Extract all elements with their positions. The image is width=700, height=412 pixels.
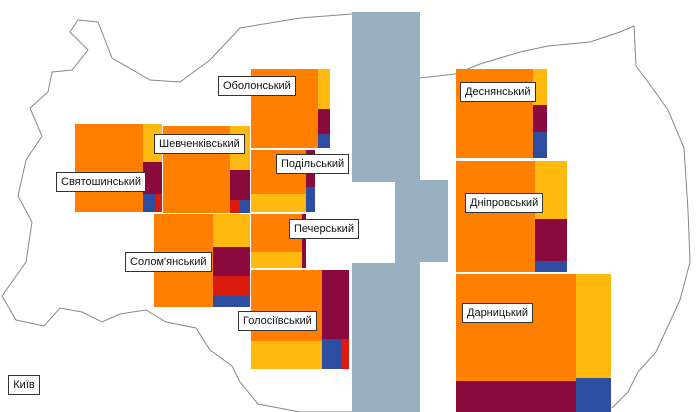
tile-blue bbox=[318, 134, 330, 148]
dnipro-river bbox=[352, 12, 448, 412]
tile-blue bbox=[576, 378, 611, 412]
label-sviatoshynskyi: Святошинський bbox=[56, 172, 147, 192]
tile-blue bbox=[322, 339, 341, 369]
tile-blue bbox=[213, 296, 250, 307]
tile-red bbox=[213, 276, 250, 296]
tile-yellow bbox=[576, 274, 611, 378]
tile-wine bbox=[535, 219, 567, 261]
tile-red bbox=[230, 200, 240, 213]
label-holosiivskyi: Голосіївський bbox=[238, 311, 317, 331]
district-pecherskyi bbox=[251, 214, 306, 268]
city-boundary-east bbox=[419, 25, 691, 409]
tile-wine bbox=[143, 162, 162, 194]
city-boundary-west bbox=[1, 13, 353, 412]
tile-wine bbox=[456, 381, 576, 412]
tile-red bbox=[341, 339, 349, 369]
label-dniprovskyi: Дніпровський bbox=[465, 193, 544, 213]
label-obolonskyi: Оболонський bbox=[218, 76, 296, 96]
tile-orange bbox=[75, 124, 143, 212]
label-solomianskyi: Солом'янський bbox=[125, 252, 212, 272]
tile-yellow bbox=[318, 69, 330, 109]
district-sviatoshynskyi bbox=[75, 124, 162, 212]
tile-yellow bbox=[251, 252, 302, 268]
tile-yellow bbox=[213, 214, 250, 247]
label-darnytskyi: Дарницький bbox=[462, 303, 534, 323]
tile-wine bbox=[213, 247, 250, 276]
tile-orange bbox=[456, 274, 576, 381]
tile-wine bbox=[230, 170, 250, 200]
label-podilskyi: Подільський bbox=[276, 154, 350, 174]
tile-yellow bbox=[251, 194, 306, 212]
tile-wine bbox=[533, 105, 547, 132]
tile-red bbox=[156, 194, 162, 212]
tile-orange bbox=[456, 161, 535, 272]
tile-wine bbox=[318, 109, 330, 134]
district-darnytskyi bbox=[456, 274, 611, 412]
tile-blue bbox=[143, 194, 156, 212]
district-dniprovskyi bbox=[456, 161, 567, 272]
tile-blue bbox=[240, 200, 250, 213]
label-desnianskyi: Деснянський bbox=[460, 82, 536, 102]
tile-wine bbox=[302, 214, 306, 268]
label-pecherskyi: Печерський bbox=[289, 219, 359, 239]
tile-blue bbox=[306, 187, 315, 212]
tile-blue bbox=[533, 132, 547, 158]
tile-yellow bbox=[251, 341, 322, 369]
city-label: Київ bbox=[8, 375, 40, 395]
tile-blue bbox=[535, 261, 567, 272]
tile-yellow bbox=[533, 69, 547, 105]
label-shevchenkivskyi: Шевченківський bbox=[154, 134, 245, 154]
tile-wine bbox=[322, 270, 349, 339]
